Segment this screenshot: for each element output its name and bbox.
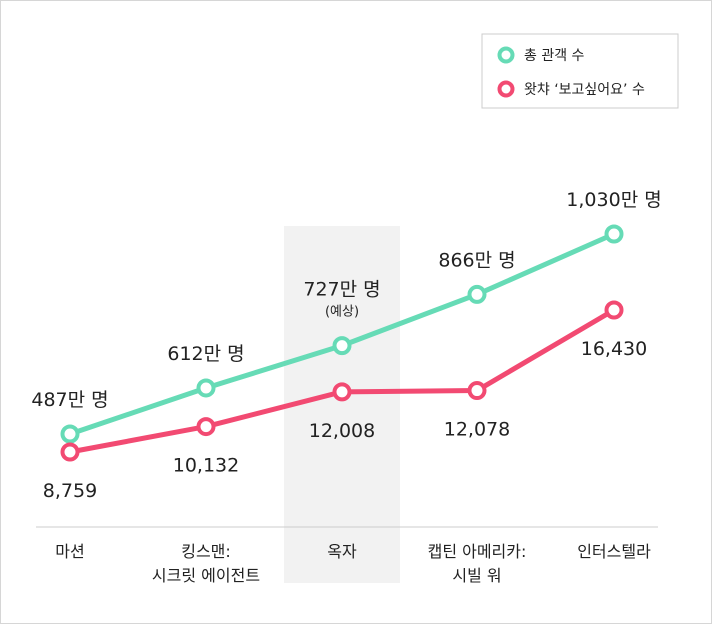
legend-label: 왓챠 ‘보고싶어요’ 수 [524,82,645,98]
legend-box [481,33,679,109]
data-point [60,442,80,462]
data-point [332,336,352,356]
category-label: 인터스텔라 [577,542,651,561]
data-label: 487만 명 [31,389,108,411]
category-label: 시빌 워 [452,566,501,585]
legend-marker [497,46,515,64]
data-label: 12,078 [444,419,510,441]
category-label: 옥자 [327,542,357,561]
data-point [60,424,80,444]
data-label: 612만 명 [167,343,244,365]
data-point [604,224,624,244]
data-label: 1,030만 명 [566,189,661,211]
data-point [196,417,216,437]
legend: 총 관객 수왓챠 ‘보고싶어요’ 수 [481,33,679,109]
highlight-band [284,226,400,583]
data-label: 12,008 [309,420,375,442]
data-label: 727만 명 [303,279,380,301]
data-point [332,382,352,402]
category-label: 킹스맨: [181,542,231,561]
legend-marker [497,80,515,98]
data-point [467,381,487,401]
category-label: 시크릿 에이전트 [152,566,260,585]
data-label: 16,430 [581,338,647,360]
data-sublabel: (예상) [325,305,359,320]
data-point [604,300,624,320]
data-label: 10,132 [173,455,239,477]
data-point [196,378,216,398]
category-label: 마션 [55,542,84,561]
data-point [467,284,487,304]
data-label: 8,759 [43,480,97,502]
data-label: 866만 명 [438,249,515,271]
category-label: 캡틴 아메리카: [428,542,527,561]
legend-label: 총 관객 수 [524,48,585,64]
